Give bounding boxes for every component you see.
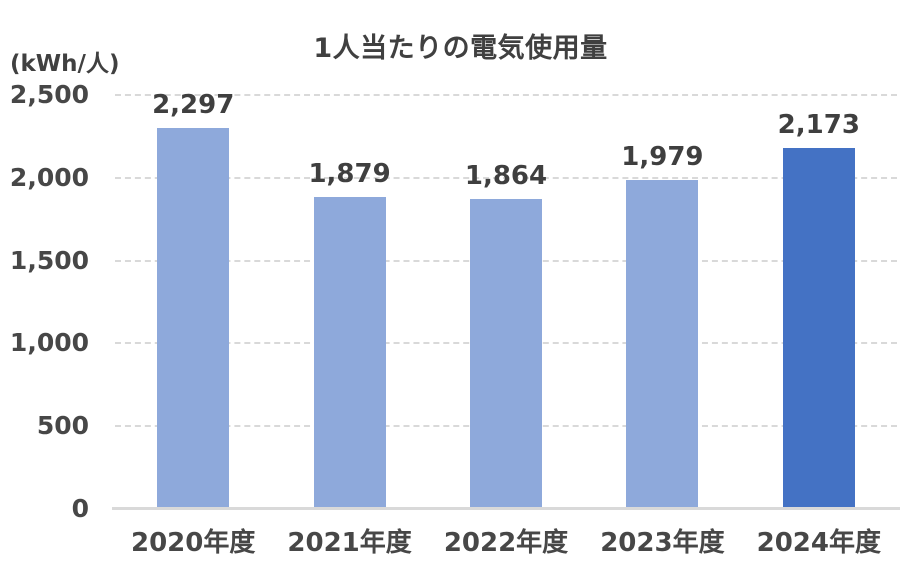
x-tick-label-2022年度: 2022年度	[443, 528, 569, 558]
bar-2022年度	[470, 199, 542, 508]
gridline-y-2000	[115, 176, 897, 179]
gridline-y-2500	[115, 94, 897, 96]
y-tick-label-2500: 2,500	[9, 80, 89, 109]
y-tick-label-1000: 1,000	[9, 328, 89, 358]
bar-value-label-2023年度: 1,979	[621, 142, 704, 173]
y-tick-label-500: 500	[36, 411, 89, 441]
y-axis-unit-label: (kWh/人)	[10, 51, 120, 77]
bar-value-label-2024年度: 2,173	[777, 110, 860, 141]
bar-value-label-2021年度: 1,879	[308, 158, 391, 189]
x-tick-label-2024年度: 2024年度	[756, 528, 881, 558]
x-tick-label-2023年度: 2023年度	[600, 528, 725, 558]
x-tick-label-2020年度: 2020年度	[131, 528, 256, 558]
chart-title: 1人当たりの電気使用量	[313, 33, 608, 64]
bar-value-label-2020年度: 2,297	[152, 89, 235, 120]
bar-2023年度	[626, 180, 699, 508]
bar-2020年度	[157, 127, 230, 508]
bar-value-label-2022年度: 1,864	[464, 161, 548, 192]
y-tick-label-0: 0	[71, 494, 89, 523]
bar-2024年度	[782, 148, 855, 508]
bar-2021年度	[313, 196, 386, 508]
x-tick-label-2021年度: 2021年度	[287, 528, 412, 558]
y-tick-label-1500: 1,500	[9, 245, 89, 275]
x-axis-line	[112, 507, 900, 510]
y-tick-label-2000: 2,000	[9, 162, 89, 192]
